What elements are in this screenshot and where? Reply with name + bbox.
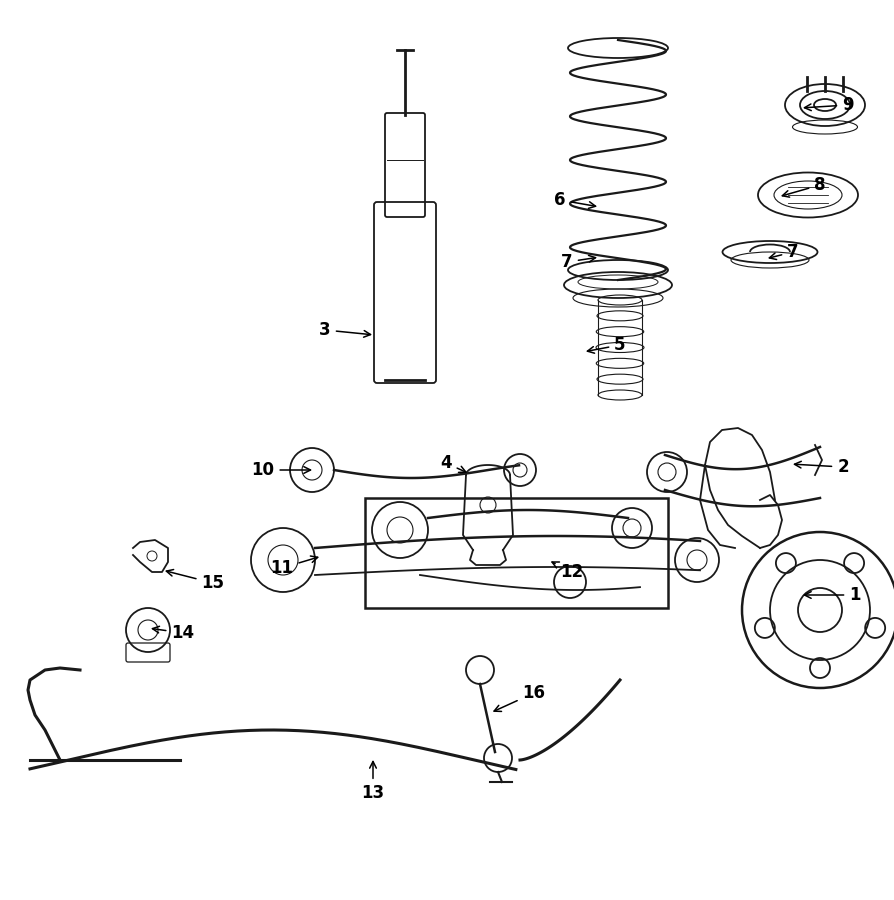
Text: 7: 7 (561, 253, 595, 271)
Text: 8: 8 (781, 176, 825, 197)
Text: 9: 9 (804, 96, 853, 114)
Text: 6: 6 (553, 191, 595, 209)
Text: 13: 13 (361, 761, 384, 802)
Text: 10: 10 (251, 461, 310, 479)
Text: 15: 15 (166, 570, 224, 592)
Text: 12: 12 (552, 562, 583, 581)
Text: 7: 7 (769, 243, 798, 261)
Text: 14: 14 (152, 624, 194, 642)
Text: 2: 2 (794, 458, 848, 476)
Bar (365, 498, 667, 608)
Text: 16: 16 (493, 684, 544, 711)
Text: 1: 1 (804, 586, 860, 604)
Text: 3: 3 (319, 321, 370, 339)
Text: 4: 4 (440, 454, 466, 473)
Text: 11: 11 (270, 556, 317, 577)
Text: 5: 5 (586, 336, 625, 354)
